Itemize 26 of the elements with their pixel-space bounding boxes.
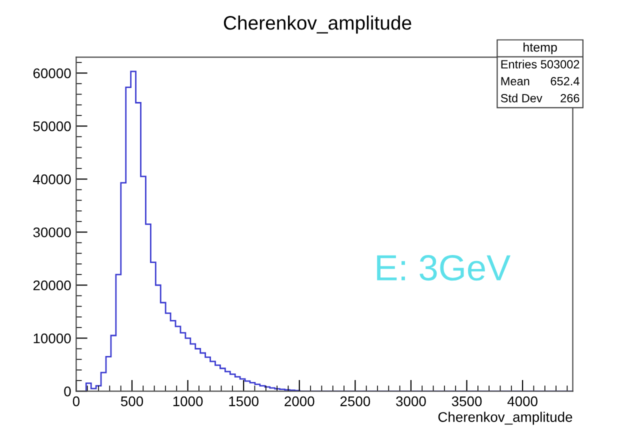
y-tick-label: 10000 <box>34 333 71 344</box>
y-tick-label: 60000 <box>33 68 71 78</box>
chart-title: Cherenkov_amplitude <box>224 16 412 34</box>
annotation: 652.4 <box>550 77 580 86</box>
x-tick-label: 3000 <box>396 396 426 406</box>
x-tick-label: 2000 <box>284 396 314 406</box>
y-tick-label: 40000 <box>33 174 71 184</box>
y-tick-label: 0 <box>64 386 71 396</box>
annotation: E: 3GeV <box>377 255 510 281</box>
x-tick-label: 500 <box>120 396 144 406</box>
x-tick-label: 2500 <box>340 396 370 406</box>
y-tick-label: 50000 <box>33 121 71 132</box>
x-tick-label: 0 <box>72 396 80 406</box>
x-tick-label: 4000 <box>507 396 538 406</box>
annotation: Std Dev <box>500 94 542 102</box>
x-tick-label: 3500 <box>452 396 482 406</box>
x-axis-title: Cherenkov_amplitude <box>438 412 572 425</box>
annotation: 503002 <box>540 60 580 68</box>
x-tick-label: 1500 <box>229 396 258 406</box>
x-tick-label: 1000 <box>173 396 203 406</box>
annotation: Entries <box>501 60 537 68</box>
y-tick-label: 30000 <box>33 227 71 238</box>
annotation: Mean <box>501 77 530 86</box>
annotation: 266 <box>560 94 580 102</box>
y-tick-label: 20000 <box>33 280 71 290</box>
text: htemp <box>524 42 557 54</box>
